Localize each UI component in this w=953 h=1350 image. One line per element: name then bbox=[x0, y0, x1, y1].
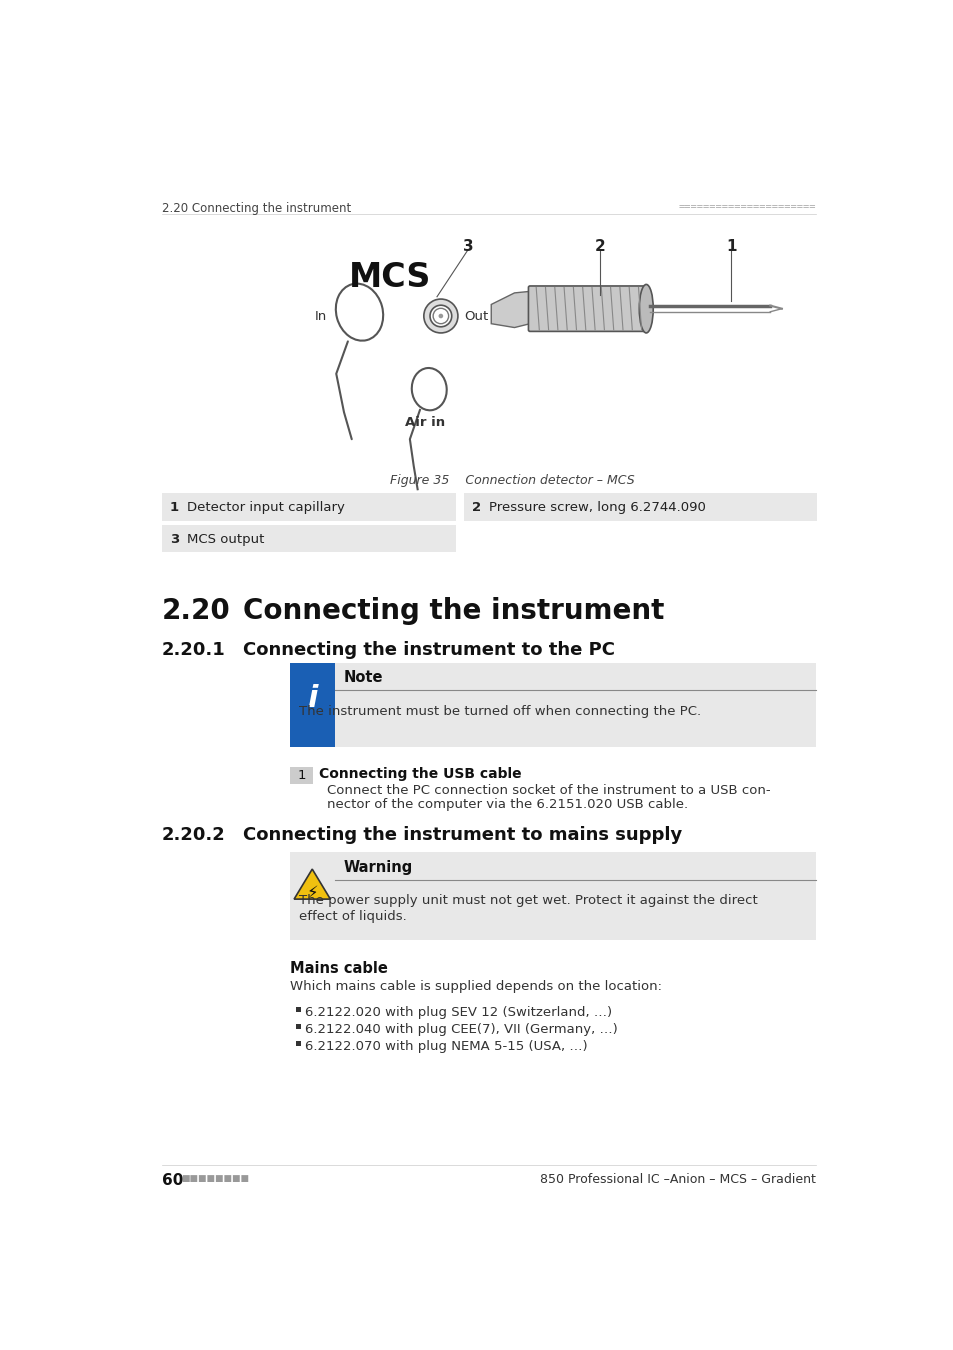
Text: Connecting the instrument to mains supply: Connecting the instrument to mains suppl… bbox=[243, 826, 681, 844]
Ellipse shape bbox=[639, 285, 653, 333]
Text: 1: 1 bbox=[296, 769, 305, 782]
Text: i: i bbox=[307, 683, 317, 713]
Text: Pressure screw, long 6.2744.090: Pressure screw, long 6.2744.090 bbox=[488, 501, 705, 514]
FancyBboxPatch shape bbox=[290, 767, 313, 784]
Text: effect of liquids.: effect of liquids. bbox=[298, 910, 406, 922]
Text: 2.20: 2.20 bbox=[162, 597, 231, 625]
Text: Which mains cable is supplied depends on the location:: Which mains cable is supplied depends on… bbox=[290, 980, 661, 992]
Text: Detector input capillary: Detector input capillary bbox=[187, 501, 344, 514]
FancyBboxPatch shape bbox=[528, 286, 647, 331]
Text: 1: 1 bbox=[725, 239, 736, 254]
FancyBboxPatch shape bbox=[162, 525, 456, 552]
FancyBboxPatch shape bbox=[290, 663, 815, 747]
Text: Connect the PC connection socket of the instrument to a USB con-: Connect the PC connection socket of the … bbox=[327, 784, 770, 796]
Text: 850 Professional IC –Anion – MCS – Gradient: 850 Professional IC –Anion – MCS – Gradi… bbox=[539, 1173, 815, 1187]
Text: 1: 1 bbox=[170, 501, 178, 514]
Text: MCS output: MCS output bbox=[187, 533, 264, 545]
Polygon shape bbox=[491, 292, 530, 328]
Text: 2.20.2: 2.20.2 bbox=[162, 826, 226, 844]
FancyBboxPatch shape bbox=[295, 1007, 300, 1012]
Text: Note: Note bbox=[344, 670, 383, 686]
FancyBboxPatch shape bbox=[295, 1041, 300, 1046]
FancyBboxPatch shape bbox=[464, 493, 816, 521]
Text: 2: 2 bbox=[594, 239, 604, 254]
Text: ======================: ====================== bbox=[678, 202, 815, 212]
Text: In: In bbox=[314, 309, 327, 323]
FancyBboxPatch shape bbox=[162, 493, 456, 521]
Text: 2.20 Connecting the instrument: 2.20 Connecting the instrument bbox=[162, 202, 351, 215]
Text: The power supply unit must not get wet. Protect it against the direct: The power supply unit must not get wet. … bbox=[298, 894, 757, 907]
Text: The instrument must be turned off when connecting the PC.: The instrument must be turned off when c… bbox=[298, 705, 700, 718]
Text: nector of the computer via the 6.2151.020 USB cable.: nector of the computer via the 6.2151.02… bbox=[327, 798, 687, 811]
Text: Connecting the USB cable: Connecting the USB cable bbox=[319, 767, 521, 782]
Text: 2.20.1: 2.20.1 bbox=[162, 641, 226, 659]
FancyBboxPatch shape bbox=[290, 852, 815, 941]
FancyBboxPatch shape bbox=[290, 663, 335, 747]
Text: 3: 3 bbox=[170, 533, 178, 545]
FancyBboxPatch shape bbox=[295, 1025, 300, 1029]
Text: Warning: Warning bbox=[344, 860, 413, 875]
Text: 2: 2 bbox=[472, 501, 480, 514]
Text: ⚡: ⚡ bbox=[306, 884, 317, 902]
FancyBboxPatch shape bbox=[290, 852, 335, 941]
Text: Out: Out bbox=[464, 309, 488, 323]
Text: 6.2122.020 with plug SEV 12 (Switzerland, …): 6.2122.020 with plug SEV 12 (Switzerland… bbox=[305, 1006, 612, 1019]
Circle shape bbox=[433, 308, 448, 324]
Text: 6.2122.070 with plug NEMA 5-15 (USA, …): 6.2122.070 with plug NEMA 5-15 (USA, …) bbox=[305, 1040, 587, 1053]
Text: Figure 35    Connection detector – MCS: Figure 35 Connection detector – MCS bbox=[390, 474, 635, 487]
Polygon shape bbox=[294, 869, 330, 899]
Text: ■■■■■■■■: ■■■■■■■■ bbox=[181, 1173, 249, 1183]
Circle shape bbox=[438, 313, 443, 319]
Text: 3: 3 bbox=[462, 239, 473, 254]
Text: Connecting the instrument: Connecting the instrument bbox=[243, 597, 664, 625]
Text: Air in: Air in bbox=[405, 416, 445, 429]
Text: Connecting the instrument to the PC: Connecting the instrument to the PC bbox=[243, 641, 615, 659]
Text: 60: 60 bbox=[162, 1173, 183, 1188]
Text: 6.2122.040 with plug CEE(7), VII (Germany, …): 6.2122.040 with plug CEE(7), VII (German… bbox=[305, 1023, 618, 1035]
Text: MCS: MCS bbox=[349, 261, 432, 293]
Text: Mains cable: Mains cable bbox=[290, 961, 387, 976]
